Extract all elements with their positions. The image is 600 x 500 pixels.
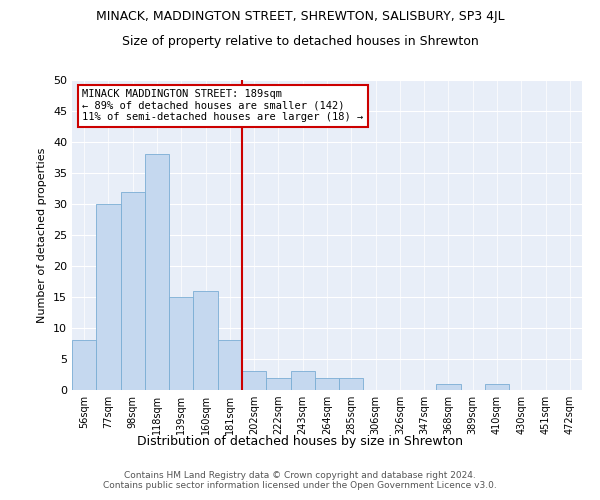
Bar [242, 372, 266, 390]
Text: MINACK, MADDINGTON STREET, SHREWTON, SALISBURY, SP3 4JL: MINACK, MADDINGTON STREET, SHREWTON, SAL… [95, 10, 505, 23]
Bar [96, 204, 121, 390]
Bar [193, 291, 218, 390]
Bar [72, 340, 96, 390]
Bar [315, 378, 339, 390]
Bar [290, 372, 315, 390]
Bar [339, 378, 364, 390]
Bar [485, 384, 509, 390]
Text: Contains HM Land Registry data © Crown copyright and database right 2024.
Contai: Contains HM Land Registry data © Crown c… [103, 470, 497, 490]
Text: MINACK MADDINGTON STREET: 189sqm
← 89% of detached houses are smaller (142)
11% : MINACK MADDINGTON STREET: 189sqm ← 89% o… [82, 90, 364, 122]
Text: Size of property relative to detached houses in Shrewton: Size of property relative to detached ho… [122, 35, 478, 48]
Bar [145, 154, 169, 390]
Bar [169, 297, 193, 390]
Bar [436, 384, 461, 390]
Bar [121, 192, 145, 390]
Bar [218, 340, 242, 390]
Bar [266, 378, 290, 390]
Text: Distribution of detached houses by size in Shrewton: Distribution of detached houses by size … [137, 435, 463, 448]
Y-axis label: Number of detached properties: Number of detached properties [37, 148, 47, 322]
